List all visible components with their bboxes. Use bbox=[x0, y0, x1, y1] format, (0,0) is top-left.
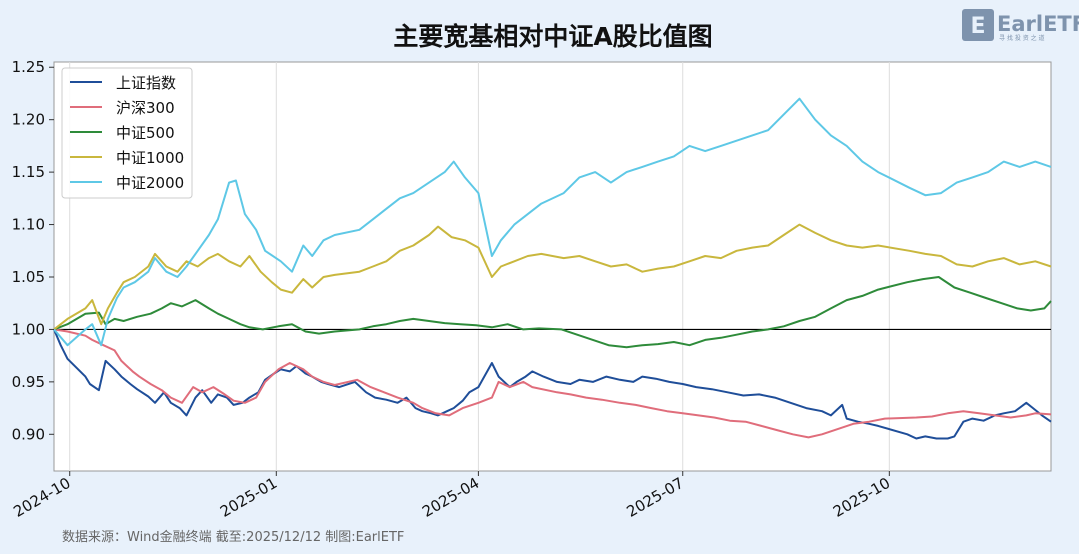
y-tick-label: 0.95 bbox=[12, 373, 45, 391]
chart-title: 主要宽基相对中证A股比值图 bbox=[393, 22, 712, 51]
x-tick-label: 2025-04 bbox=[419, 474, 482, 521]
legend-entry: 沪深300 bbox=[116, 99, 175, 117]
logo: E EarlETF 寻 找 投 资 之 道 bbox=[962, 9, 1079, 42]
plot-area bbox=[53, 61, 1052, 472]
x-tick-label: 2025-01 bbox=[217, 474, 280, 521]
source-note: 数据来源：Wind金融终端 截至:2025/12/12 制图:EarlETF bbox=[62, 529, 404, 545]
legend-entry: 中证500 bbox=[116, 124, 175, 142]
y-tick-label: 1.05 bbox=[12, 268, 45, 286]
y-tick-label: 1.25 bbox=[12, 58, 45, 76]
y-axis: 0.90 0.95 1.00 1.05 1.10 1.15 1.20 1.25 bbox=[12, 58, 54, 443]
x-axis: 2024-10 2025-01 2025-04 2025-07 2025-10 bbox=[10, 471, 893, 521]
x-tick-label: 2025-10 bbox=[830, 474, 893, 521]
series-line-3 bbox=[53, 276, 1052, 349]
y-tick-label: 1.15 bbox=[12, 163, 45, 181]
logo-text: EarlETF bbox=[997, 12, 1079, 36]
y-tick-label: 0.90 bbox=[12, 425, 45, 443]
series-line-2 bbox=[53, 328, 1052, 439]
logo-letter-icon: E bbox=[970, 14, 985, 39]
series-line-4 bbox=[53, 223, 1052, 331]
legend-entry: 上证指数 bbox=[116, 74, 176, 92]
logo-subtitle: 寻 找 投 资 之 道 bbox=[999, 34, 1045, 42]
legend-entry: 中证1000 bbox=[116, 149, 184, 167]
y-tick-label: 1.10 bbox=[12, 216, 45, 234]
logo-mark-icon bbox=[962, 9, 994, 41]
series-line-5 bbox=[53, 97, 1052, 347]
legend-box bbox=[61, 67, 193, 199]
legend-entry: 中证2000 bbox=[116, 174, 184, 192]
series-line-1 bbox=[53, 329, 1052, 440]
y-tick-label: 1.00 bbox=[12, 320, 45, 338]
series-lines bbox=[53, 97, 1052, 440]
x-tick-label: 2024-10 bbox=[10, 474, 73, 521]
x-tick-label: 2025-07 bbox=[623, 474, 686, 521]
y-tick-label: 1.20 bbox=[12, 111, 45, 129]
